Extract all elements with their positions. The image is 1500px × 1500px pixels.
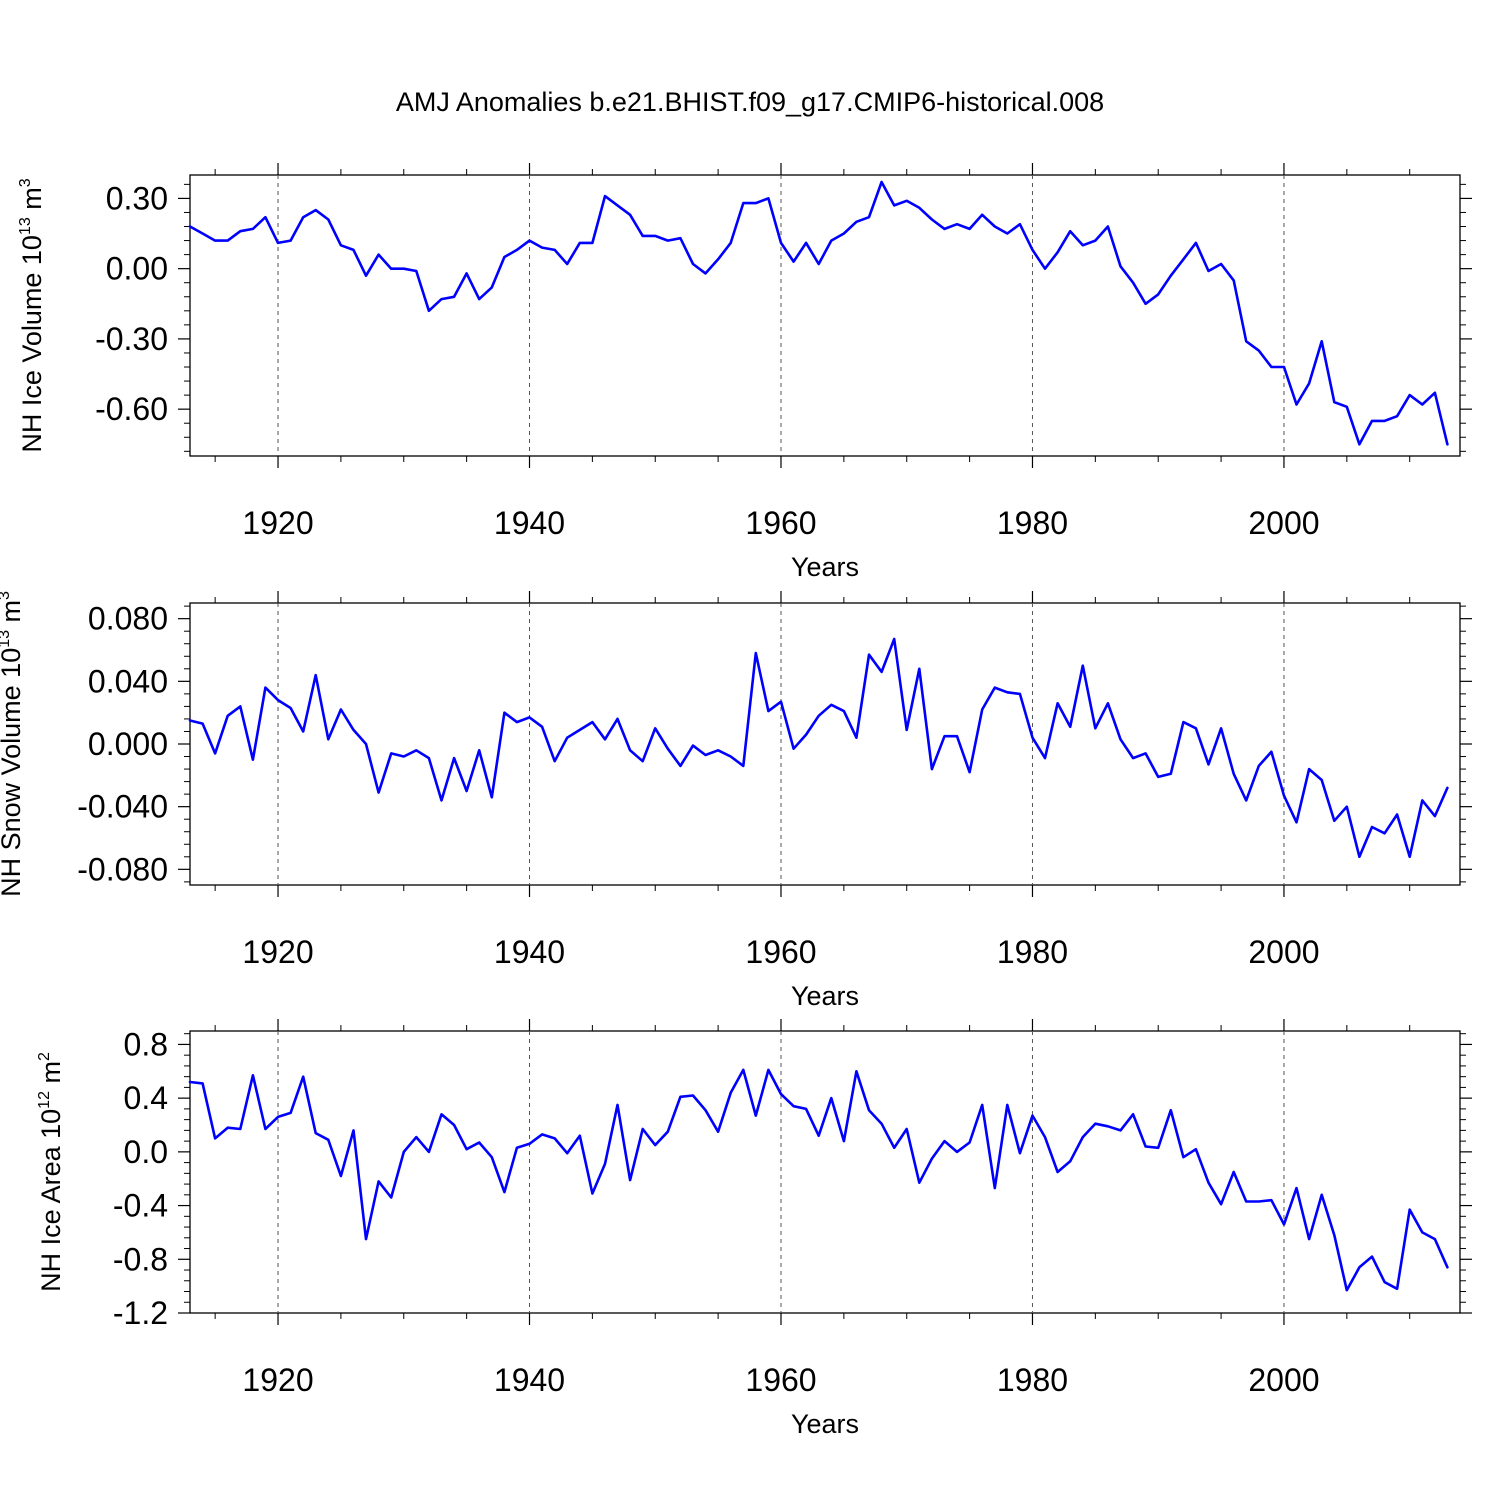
x-tick-label: 2000 bbox=[1248, 505, 1319, 541]
x-tick-label: 1940 bbox=[494, 505, 565, 541]
x-tick-label: 1980 bbox=[997, 505, 1068, 541]
x-tick-label: 1920 bbox=[242, 505, 313, 541]
data-series-line bbox=[188, 180, 1449, 446]
data-series-line bbox=[188, 637, 1449, 859]
x-axis-label: Years bbox=[791, 981, 859, 1011]
x-tick-label: 1920 bbox=[242, 934, 313, 970]
x-tick-label: 1940 bbox=[494, 1362, 565, 1398]
x-tick-label: 1980 bbox=[997, 934, 1068, 970]
chart-panel-1: 1920 1940 1960 1980 2000 0.30 0.00 -0.30 -0.60 Ye… bbox=[17, 163, 1472, 582]
y-tick-label: -0.60 bbox=[95, 391, 168, 427]
y-axis-label: NH Snow Volume 1013 m3 bbox=[0, 591, 26, 897]
chart-panel-2: 1920 1940 1960 1980 2000 0.080 0.040 0.000 -0.04… bbox=[0, 591, 1472, 1011]
y-axis-label: NH Ice Area 1012 m2 bbox=[36, 1052, 66, 1292]
y-tick-label: 0.4 bbox=[124, 1080, 168, 1116]
x-tick-label: 1980 bbox=[997, 1362, 1068, 1398]
x-tick-label: 2000 bbox=[1248, 1362, 1319, 1398]
chart-title: AMJ Anomalies b.e21.BHIST.f09_g17.CMIP6-… bbox=[396, 87, 1104, 117]
y-tick-label: -1.2 bbox=[113, 1295, 168, 1331]
y-tick-label: -0.080 bbox=[77, 851, 168, 887]
y-tick-label: 0.8 bbox=[124, 1026, 168, 1062]
x-axis-label: Years bbox=[791, 1409, 859, 1439]
y-axis-label: NH Ice Volume 1013 m3 bbox=[17, 178, 47, 452]
y-tick-label: 0.30 bbox=[106, 180, 168, 216]
plot-frame bbox=[189, 602, 1461, 886]
x-tick-label: 1960 bbox=[745, 934, 816, 970]
x-tick-label: 1960 bbox=[745, 505, 816, 541]
y-tick-label: -0.30 bbox=[95, 321, 168, 357]
plot-frame bbox=[189, 174, 1461, 457]
plot-frame bbox=[189, 1030, 1461, 1314]
y-tick-label: -0.8 bbox=[113, 1241, 168, 1277]
x-tick-label: 2000 bbox=[1248, 934, 1319, 970]
data-series-line bbox=[188, 1068, 1449, 1292]
y-tick-label: 0.00 bbox=[106, 251, 168, 287]
y-tick-label: 0.0 bbox=[124, 1134, 168, 1170]
chart-panel-3: 1920 1940 1960 1980 2000 0.8 0.4 0.0 -0.4 -0.8 -1.… bbox=[36, 1019, 1472, 1439]
y-tick-label: 0.080 bbox=[88, 601, 168, 637]
y-tick-label: -0.4 bbox=[113, 1188, 168, 1224]
y-tick-label: 0.000 bbox=[88, 726, 168, 762]
x-tick-label: 1960 bbox=[745, 1362, 816, 1398]
x-axis-label: Years bbox=[791, 552, 859, 582]
x-tick-label: 1940 bbox=[494, 934, 565, 970]
x-tick-label: 1920 bbox=[242, 1362, 313, 1398]
y-tick-label: -0.040 bbox=[77, 789, 168, 825]
y-tick-label: 0.040 bbox=[88, 663, 168, 699]
